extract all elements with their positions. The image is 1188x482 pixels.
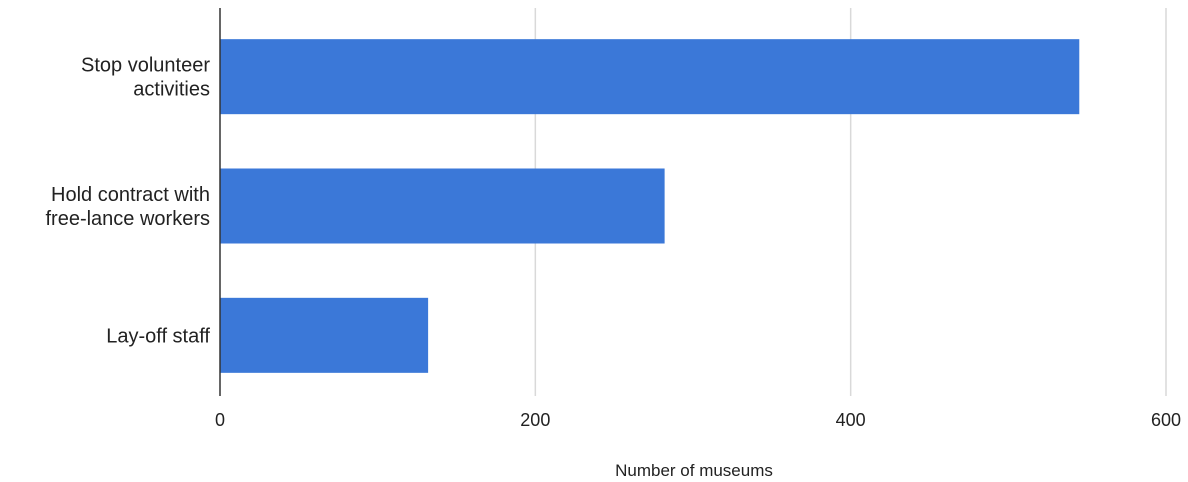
- bars: [220, 39, 1079, 373]
- bar-2: [220, 298, 428, 373]
- category-label-0: Stop volunteer activities: [81, 55, 210, 101]
- x-tick-label-600: 600: [1151, 410, 1181, 430]
- x-tick-label-0: 0: [215, 410, 225, 430]
- x-tick-label-200: 200: [520, 410, 550, 430]
- x-tick-label-400: 400: [836, 410, 866, 430]
- category-labels: Stop volunteer activities Hold contract wi…: [45, 55, 210, 348]
- x-tick-labels: 0 200 400 600: [215, 410, 1181, 430]
- bar-1: [220, 168, 665, 243]
- category-label-2: Lay-off staff: [106, 325, 210, 347]
- bar-0: [220, 39, 1079, 114]
- category-label-1: Hold contract with free-lance workers: [45, 184, 210, 230]
- x-axis-title: Number of museums: [615, 461, 773, 480]
